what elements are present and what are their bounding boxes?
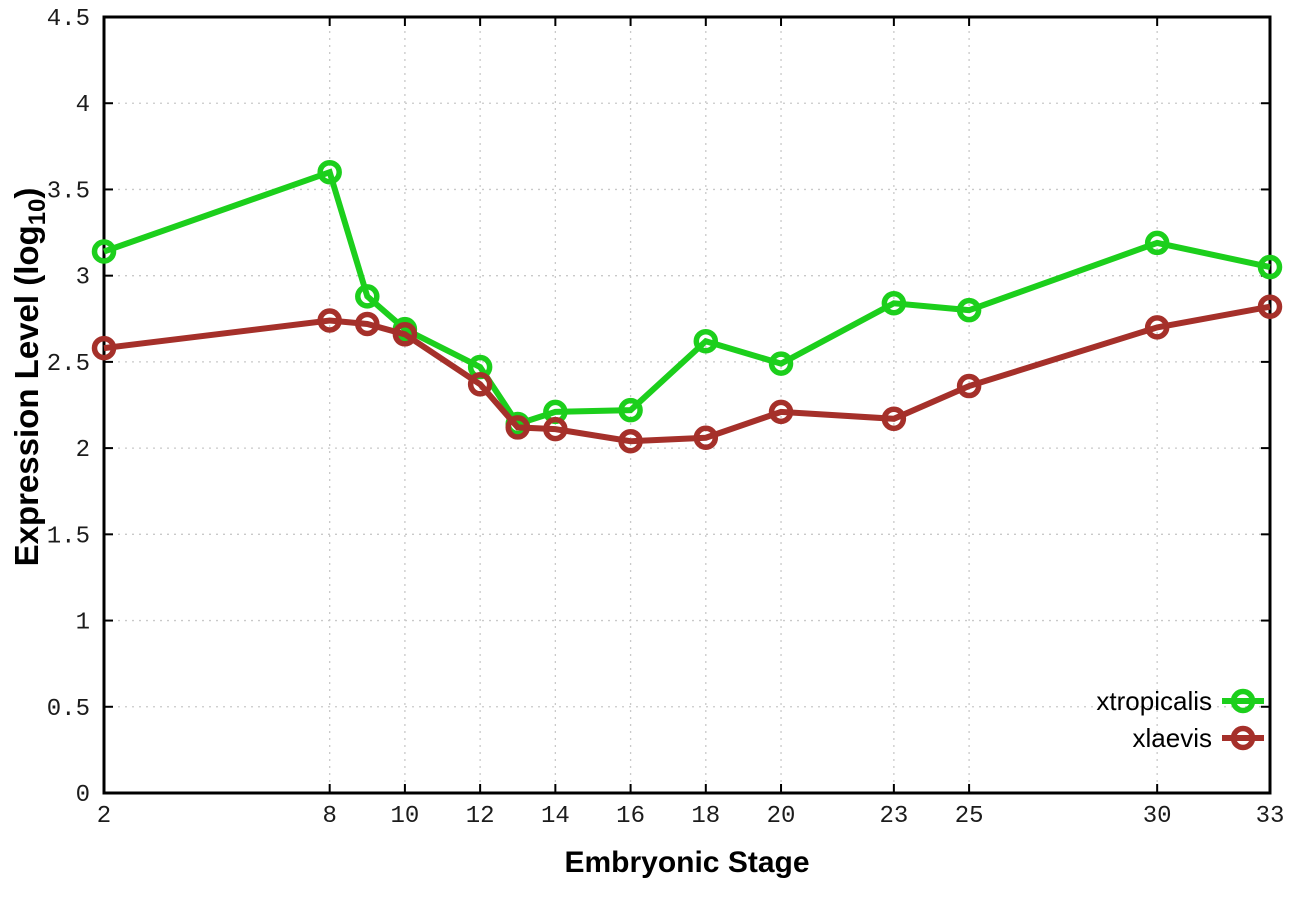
x-tick-label: 25 [955,803,984,830]
x-tick-label: 20 [767,803,796,830]
series-marker-xlaevis [956,373,982,399]
series-marker-xtropicalis [317,159,342,185]
y-tick-label: 0.5 [47,696,90,723]
series-line-xtropicalis [103,168,1271,428]
x-tick-label: 33 [1256,803,1285,830]
y-axis-label: Expression Level (log10) [8,188,52,567]
series-marker-xlaevis [693,425,719,451]
series-marker-xlaevis [881,406,907,432]
series-marker-xlaevis [317,308,342,333]
y-tick-label: 4.5 [47,6,90,33]
x-tick-label: 12 [466,803,495,830]
x-tick-label: 23 [879,803,908,830]
series-marker-xtropicalis [618,397,643,423]
series-marker-xlaevis [392,322,418,347]
x-tick-label: 8 [322,803,336,830]
series-line-xlaevis [103,303,1271,445]
x-tick-label: 18 [691,803,720,830]
legend-label-xtropicalis: xtropicalis [1096,686,1212,716]
y-tick-label: 1 [76,610,90,637]
series-marker-xlaevis [467,372,493,397]
series-marker-xlaevis [1257,294,1283,319]
series-marker-xtropicalis [1257,254,1283,280]
y-axis-label-suffix: ) [8,187,45,199]
series-marker-xlaevis [543,416,568,442]
y-axis-label-prefix: Expression Level (log [8,225,45,567]
y-tick-label: 2 [76,437,90,464]
series-marker-xlaevis [768,399,794,425]
y-tick-label: 3.5 [47,178,90,205]
series-marker-xlaevis [355,311,380,337]
x-tick-label: 16 [616,803,645,830]
y-tick-label: 4 [76,92,90,119]
y-tick-label: 3 [76,265,90,292]
series-marker-xlaevis [505,415,530,440]
y-tick-label: 2.5 [47,351,90,378]
series-marker-xtropicalis [693,328,719,354]
series-marker-xlaevis [91,335,117,361]
legend-marker-xtropicalis [1230,688,1256,714]
x-tick-label: 14 [541,803,570,830]
x-axis-label: Embryonic Stage [564,846,810,879]
x-tick-label: 2 [97,803,111,830]
y-axis-label-subscript: 10 [24,198,51,226]
series-marker-xlaevis [1144,315,1170,340]
series-marker-xtropicalis [91,239,117,264]
series-marker-xtropicalis [881,291,907,316]
legend-marker-xlaevis [1230,725,1256,751]
plot-border [102,15,1272,795]
series-marker-xtropicalis [1144,230,1170,256]
series-marker-xtropicalis [355,284,380,309]
x-tick-label: 30 [1143,803,1172,830]
y-tick-label: 0 [76,782,90,809]
series-marker-xtropicalis [768,351,794,376]
y-tick-label: 1.5 [47,523,90,550]
series-marker-xtropicalis [956,297,982,323]
series-marker-xlaevis [618,428,643,454]
x-tick-label: 10 [390,803,419,830]
legend-label-xlaevis: xlaevis [1133,723,1212,753]
